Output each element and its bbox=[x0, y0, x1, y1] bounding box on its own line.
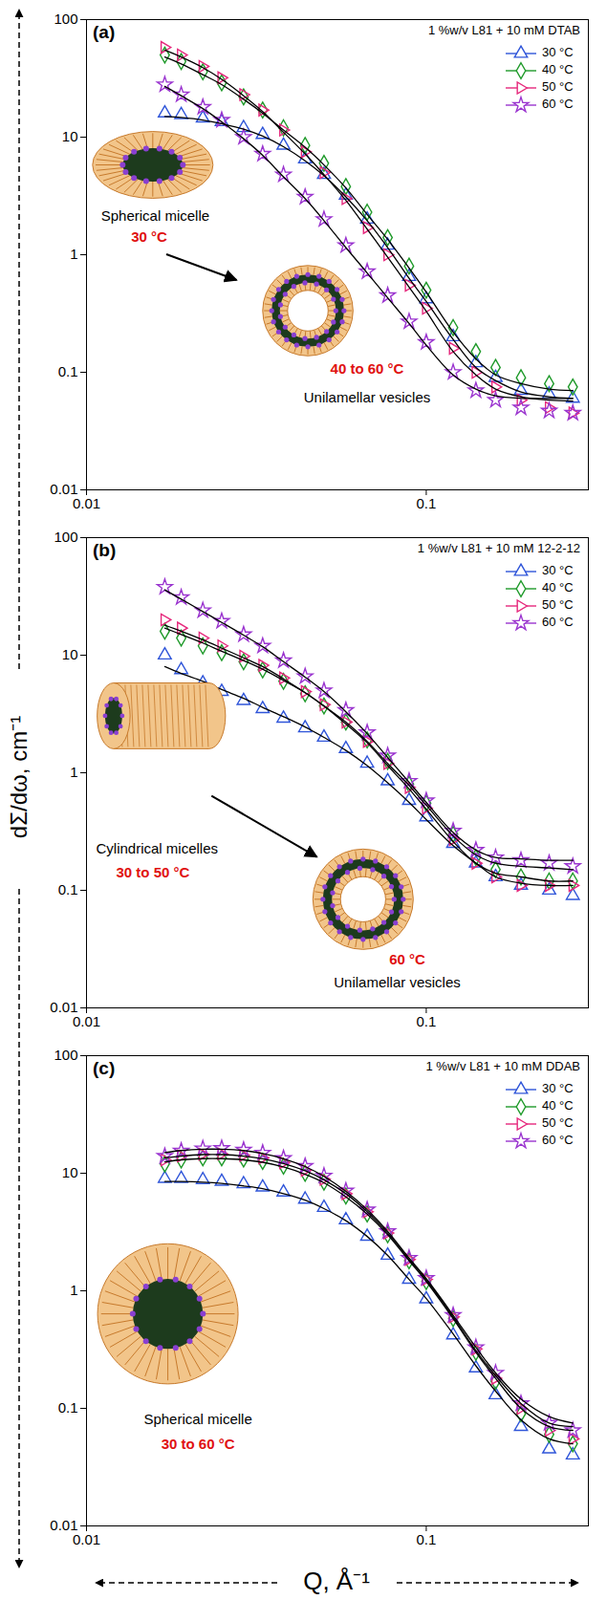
svg-text:100: 100 bbox=[53, 10, 78, 27]
svg-text:60 °C: 60 °C bbox=[541, 1132, 574, 1148]
svg-text:1 %w/v L81 + 10 mM DTAB: 1 %w/v L81 + 10 mM DTAB bbox=[428, 22, 581, 38]
svg-text:(c): (c) bbox=[92, 1058, 115, 1079]
svg-text:1: 1 bbox=[69, 245, 78, 262]
svg-text:0.1: 0.1 bbox=[415, 495, 436, 512]
svg-text:Unilamellar vesicles: Unilamellar vesicles bbox=[333, 974, 461, 991]
svg-text:0.01: 0.01 bbox=[72, 1013, 101, 1030]
svg-text:Cylindrical micelles: Cylindrical micelles bbox=[96, 840, 219, 857]
svg-text:60 °C: 60 °C bbox=[541, 96, 574, 111]
svg-text:30 to 50 °C: 30 to 50 °C bbox=[116, 864, 191, 881]
svg-text:Unilamellar vesicles: Unilamellar vesicles bbox=[303, 389, 432, 406]
svg-text:30 °C: 30 °C bbox=[130, 228, 168, 245]
svg-text:1 %w/v L81 + 10 mM 12-2-12: 1 %w/v L81 + 10 mM 12-2-12 bbox=[417, 541, 581, 556]
svg-text:Q, Å⁻¹: Q, Å⁻¹ bbox=[303, 1566, 370, 1596]
svg-text:40 °C: 40 °C bbox=[541, 580, 574, 595]
svg-text:40 °C: 40 °C bbox=[541, 62, 574, 77]
svg-text:100: 100 bbox=[53, 528, 78, 545]
svg-text:0.1: 0.1 bbox=[415, 1013, 436, 1030]
svg-text:0.1: 0.1 bbox=[58, 1399, 79, 1416]
svg-text:1: 1 bbox=[69, 763, 78, 781]
svg-text:1: 1 bbox=[69, 1281, 78, 1299]
svg-text:100: 100 bbox=[53, 1046, 78, 1063]
svg-text:1 %w/v L81 + 10 mM DDAB: 1 %w/v L81 + 10 mM DDAB bbox=[426, 1059, 581, 1074]
svg-text:60 °C: 60 °C bbox=[541, 614, 574, 629]
svg-text:(a): (a) bbox=[92, 21, 115, 43]
svg-text:30 °C: 30 °C bbox=[541, 44, 574, 60]
svg-text:40 to 60 °C: 40 to 60 °C bbox=[330, 360, 405, 377]
svg-text:0.01: 0.01 bbox=[49, 1517, 78, 1534]
svg-text:0.01: 0.01 bbox=[49, 999, 78, 1016]
svg-text:50 °C: 50 °C bbox=[541, 597, 574, 612]
svg-text:0.1: 0.1 bbox=[58, 881, 79, 898]
svg-text:50 °C: 50 °C bbox=[541, 79, 574, 94]
svg-text:0.01: 0.01 bbox=[72, 1531, 101, 1548]
svg-text:0.1: 0.1 bbox=[58, 363, 79, 380]
svg-text:0.01: 0.01 bbox=[72, 495, 101, 512]
svg-text:Spherical micelle: Spherical micelle bbox=[143, 1410, 252, 1428]
svg-text:0.01: 0.01 bbox=[49, 481, 78, 498]
svg-text:40 °C: 40 °C bbox=[541, 1098, 574, 1113]
svg-text:30 to 60 °C: 30 to 60 °C bbox=[161, 1435, 236, 1453]
svg-text:30 °C: 30 °C bbox=[541, 563, 574, 578]
svg-text:Spherical micelle: Spherical micelle bbox=[101, 207, 210, 224]
svg-text:10: 10 bbox=[62, 128, 79, 145]
svg-text:10: 10 bbox=[62, 646, 79, 663]
svg-text:0.1: 0.1 bbox=[415, 1531, 436, 1548]
svg-text:10: 10 bbox=[62, 1164, 79, 1181]
svg-text:30 °C: 30 °C bbox=[541, 1081, 574, 1096]
svg-text:50 °C: 50 °C bbox=[541, 1115, 574, 1130]
svg-text:dΣ/dω, cm⁻¹: dΣ/dω, cm⁻¹ bbox=[5, 715, 32, 839]
svg-text:60 °C: 60 °C bbox=[389, 951, 426, 968]
svg-text:(b): (b) bbox=[92, 540, 116, 561]
